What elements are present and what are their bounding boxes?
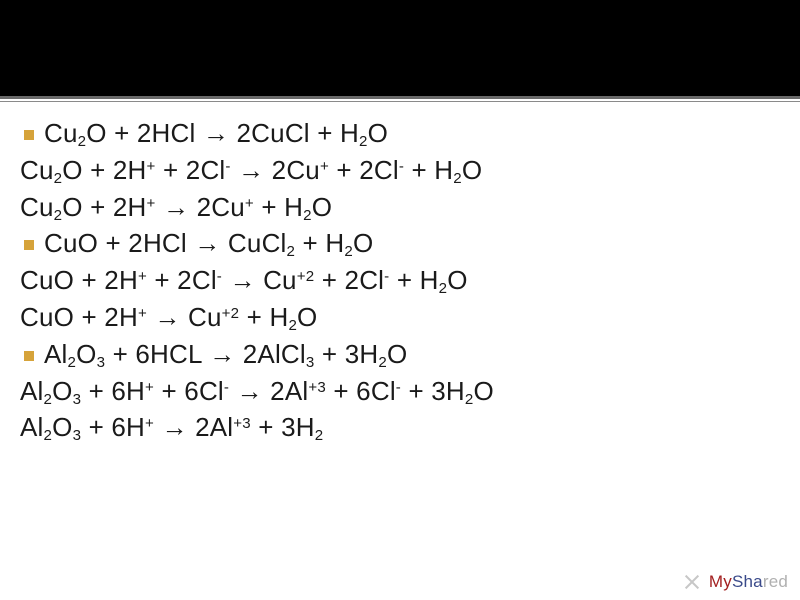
bullet-icon xyxy=(24,240,34,250)
equation-line: CuO + 2H+ → Cu+2 + H2O xyxy=(20,300,772,337)
divider-rule xyxy=(0,96,800,99)
bullet-icon xyxy=(24,351,34,361)
equation-line: Cu2O + 2H+ + 2Cl- → 2Cu+ + 2Cl- + H2O xyxy=(20,153,772,190)
brand-part-sha: Sha xyxy=(732,572,763,591)
bullet-icon xyxy=(24,130,34,140)
equation-line: CuO + 2H+ + 2Cl- → Cu+2 + 2Cl- + H2O xyxy=(20,263,772,300)
equation-line: Al2O3 + 6H+ → 2Al+3 + 3H2 xyxy=(20,410,772,447)
equation-line: Cu2O + 2HCl → 2CuCl + H2O xyxy=(20,116,772,153)
equations-block: Cu2O + 2HCl → 2CuCl + H2OCu2O + 2H+ + 2C… xyxy=(0,102,800,447)
brand-part-my: My xyxy=(709,572,732,591)
close-icon xyxy=(683,573,701,591)
equation-line: Al2O3 + 6HCL → 2AlCl3 + 3H2O xyxy=(20,337,772,374)
title-band xyxy=(0,0,800,96)
brand-text: MyShared xyxy=(709,572,788,592)
equation-line: Al2O3 + 6H+ + 6Cl- → 2Al+3 + 6Cl- + 3H2O xyxy=(20,374,772,411)
equation-line: CuO + 2HCl → CuCl2 + H2O xyxy=(20,226,772,263)
brand-part-red: red xyxy=(763,572,788,591)
brand-footer: MyShared xyxy=(683,572,788,592)
equation-line: Cu2O + 2H+ → 2Cu+ + H2O xyxy=(20,190,772,227)
